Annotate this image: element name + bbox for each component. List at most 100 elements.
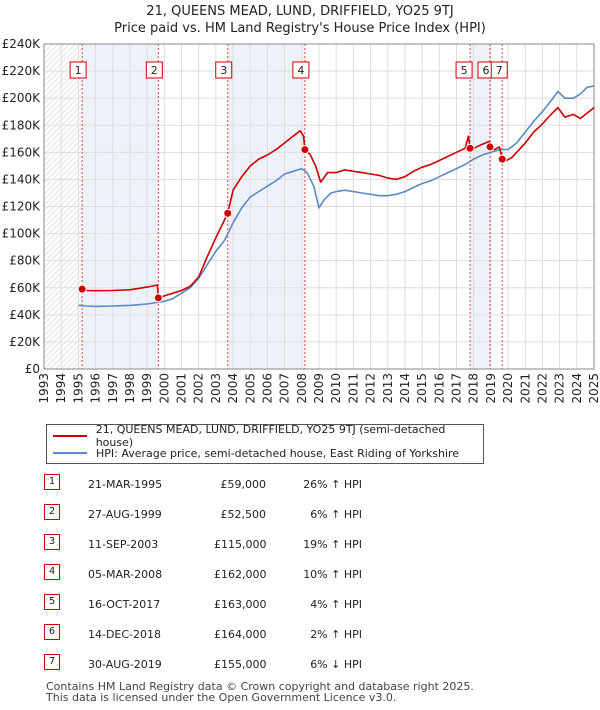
- sale-label-frame: [215, 61, 233, 79]
- x-tick-label: 1996: [89, 373, 103, 404]
- sale-row: 7 30-AUG-2019 £155,000 6% ↓ HPI: [44, 654, 394, 676]
- sale-price: £164,000: [214, 628, 267, 641]
- legend-swatch-property: [53, 435, 87, 437]
- x-tick-label: 1993: [37, 373, 51, 404]
- sale-label-text: 2: [151, 64, 158, 77]
- x-tick-label: 2017: [450, 373, 464, 404]
- sale-label-text: 4: [297, 64, 304, 77]
- sale-label-text: 3: [220, 64, 227, 77]
- legend-item-property: 21, QUEENS MEAD, LUND, DRIFFIELD, YO25 9…: [53, 423, 483, 449]
- sale-date: 14-DEC-2018: [88, 628, 162, 641]
- chart-title-line2: Price paid vs. HM Land Registry's House …: [114, 21, 486, 36]
- x-tick-label: 2004: [226, 373, 240, 404]
- y-tick-label: £120K: [2, 200, 42, 214]
- sale-hpi-diff: 19% ↑ HPI: [303, 538, 362, 551]
- sale-label-frame: [455, 61, 473, 79]
- x-tick-label: 2018: [467, 373, 481, 404]
- y-tick-label: £100K: [2, 227, 42, 241]
- sale-hpi-diff: 6% ↓ HPI: [310, 658, 362, 671]
- sale-label-frame: [145, 61, 163, 79]
- chart-title: 21, QUEENS MEAD, LUND, DRIFFIELD, YO25 9…: [0, 3, 600, 37]
- sale-number-badge: 5: [44, 594, 60, 610]
- sale-number-badge: 1: [44, 474, 60, 490]
- x-tick-label: 2007: [278, 373, 292, 404]
- sale-number-badge: 2: [44, 504, 60, 520]
- y-tick-label: £0: [25, 362, 40, 376]
- sale-price: £115,000: [214, 538, 267, 551]
- sale-hpi-diff: 2% ↑ HPI: [310, 628, 362, 641]
- x-tick-label: 2021: [518, 373, 532, 404]
- legend-swatch-hpi: [53, 452, 87, 454]
- sale-label-text: 1: [75, 64, 82, 77]
- x-tick-label: 2020: [501, 373, 515, 404]
- y-tick-label: £40K: [9, 308, 41, 322]
- y-tick-label: £20K: [9, 335, 41, 349]
- legend: 21, QUEENS MEAD, LUND, DRIFFIELD, YO25 9…: [46, 423, 484, 464]
- x-tick-label: 2012: [364, 373, 378, 404]
- sale-row: 5 16-OCT-2017 £163,000 4% ↑ HPI: [44, 594, 394, 616]
- sale-point: [485, 142, 495, 152]
- sale-number-badge: 6: [44, 624, 60, 640]
- sale-label-box: 4: [292, 61, 310, 79]
- x-tick-label: 1997: [106, 373, 120, 404]
- x-tick-label: 2023: [553, 373, 567, 404]
- sale-price: £155,000: [214, 658, 267, 671]
- sale-point: [300, 145, 310, 155]
- sale-price: £163,000: [214, 598, 267, 611]
- x-tick-label: 2024: [570, 373, 584, 404]
- x-tick-label: 2022: [535, 373, 549, 404]
- footer-line2: This data is licensed under the Open Gov…: [46, 691, 397, 704]
- y-tick-label: £140K: [2, 172, 42, 186]
- x-tick-label: 1994: [54, 373, 68, 404]
- x-tick-label: 2016: [432, 373, 446, 404]
- x-tick-label: 2003: [209, 373, 223, 404]
- sale-hpi-diff: 6% ↑ HPI: [310, 508, 362, 521]
- sale-label-box: 2: [145, 61, 163, 79]
- x-tick-label: 2005: [243, 373, 257, 404]
- hpi-line: [78, 85, 595, 308]
- sale-date: 21-MAR-1995: [88, 478, 163, 491]
- footer-line1: Contains HM Land Registry data © Crown c…: [46, 680, 474, 693]
- sale-price: £162,000: [214, 568, 267, 581]
- y-tick-label: £240K: [2, 37, 42, 51]
- legend-label-property: 21, QUEENS MEAD, LUND, DRIFFIELD, YO25 9…: [95, 423, 446, 449]
- y-tick-label: £200K: [2, 91, 42, 105]
- sale-point: [497, 154, 507, 164]
- sale-date: 27-AUG-1999: [88, 508, 162, 521]
- sale-number-badge: 7: [44, 654, 60, 670]
- legend-label-hpi: HPI: Average price, semi-detached house,…: [96, 446, 460, 460]
- x-tick-label: 2001: [175, 373, 189, 404]
- price-chart: £0 £20K £40K £60K £80K £100K £120K £140K £160K £1…: [2, 37, 600, 404]
- sale-label-box: 7: [490, 61, 508, 79]
- sale-date: 30-AUG-2019: [88, 658, 162, 671]
- x-tick-label: 2006: [260, 373, 274, 404]
- x-tick-label: 2002: [192, 373, 206, 404]
- sale-label-box: 3: [215, 61, 233, 79]
- property-price-line: [78, 106, 595, 299]
- chart-title-line1: 21, QUEENS MEAD, LUND, DRIFFIELD, YO25 9…: [146, 4, 454, 19]
- sale-row: 2 27-AUG-1999 £52,500 6% ↑ HPI: [44, 504, 394, 526]
- sale-label-text: 7: [496, 64, 503, 77]
- x-tick-label: 2009: [312, 373, 326, 404]
- sale-row: 4 05-MAR-2008 £162,000 10% ↑ HPI: [44, 564, 394, 586]
- x-tick-label: 2015: [415, 373, 429, 404]
- sale-point: [153, 293, 163, 303]
- sale-date: 16-OCT-2017: [88, 598, 161, 611]
- sale-label-text: 6: [483, 64, 490, 77]
- y-tick-label: £160K: [2, 145, 42, 159]
- sale-label-box: 5: [455, 61, 473, 79]
- sale-label-text: 5: [461, 64, 468, 77]
- sale-hpi-diff: 10% ↑ HPI: [303, 568, 362, 581]
- x-tick-label: 2008: [295, 373, 309, 404]
- legend-item-hpi: HPI: Average price, semi-detached house,…: [53, 445, 459, 461]
- y-tick-label: £180K: [2, 118, 42, 132]
- sale-point: [77, 284, 87, 294]
- sale-row: 3 11-SEP-2003 £115,000 19% ↑ HPI: [44, 534, 394, 556]
- plot-frame: [43, 43, 595, 370]
- sale-label-frame: [292, 61, 310, 79]
- x-tick-label: 1998: [123, 373, 137, 404]
- x-tick-label: 1995: [71, 373, 85, 404]
- x-tick-label: 2019: [484, 373, 498, 404]
- x-tick-label: 2025: [587, 373, 600, 404]
- x-tick-label: 2000: [157, 373, 171, 404]
